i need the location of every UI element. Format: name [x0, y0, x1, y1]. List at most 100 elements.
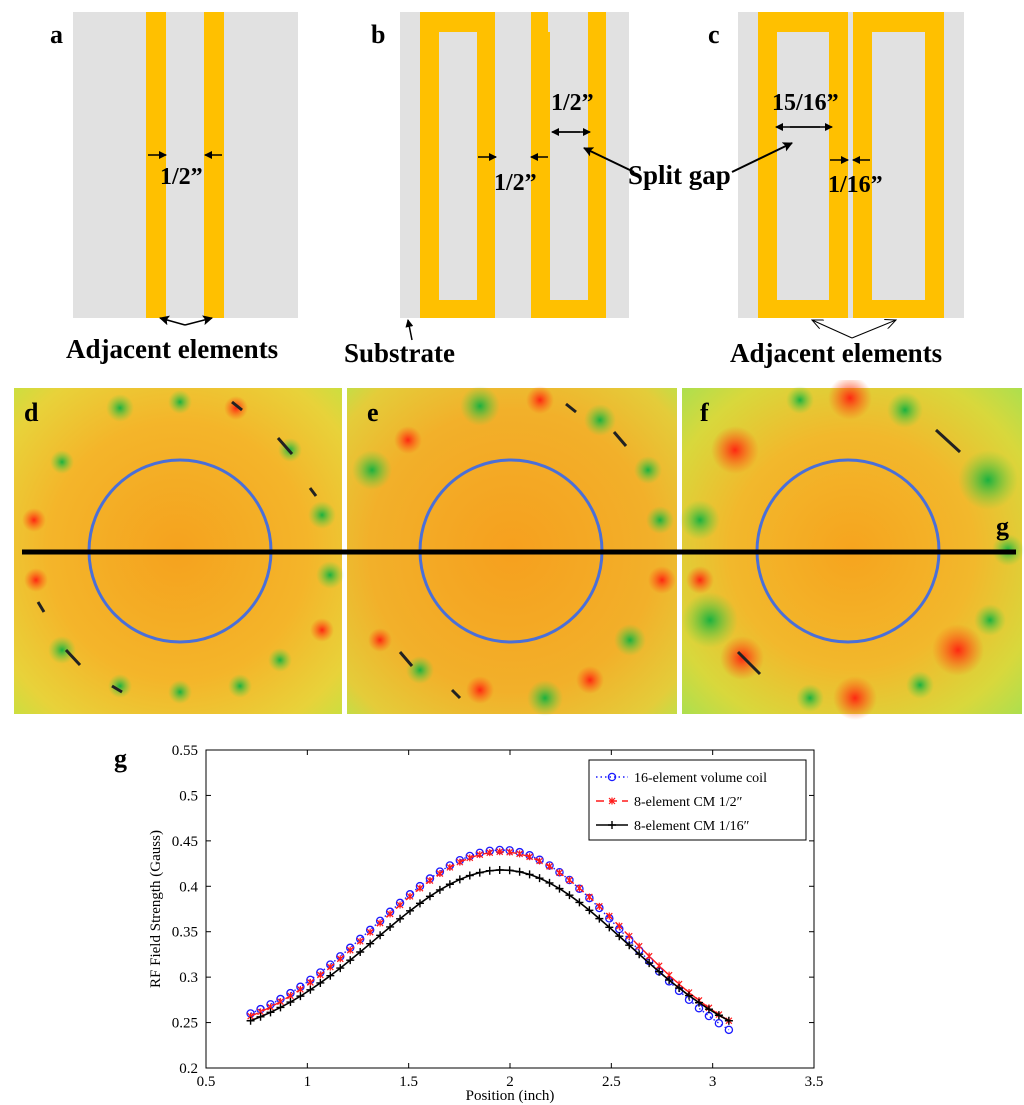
data-point	[526, 853, 534, 861]
data-point	[306, 978, 314, 986]
caption-adjacent-a: Adjacent elements	[66, 334, 279, 364]
y-axis: 0.2 0.25 0.3 0.35 0.4 0.45 0.5 0.55	[172, 743, 814, 1077]
legend: 16-element volume coil 8-element CM 1/2″ 8…	[588, 759, 807, 841]
data-point	[675, 984, 684, 993]
data-point	[326, 971, 335, 980]
data-point	[714, 1019, 724, 1028]
data-point	[595, 914, 604, 923]
y-tick-label: 0.55	[172, 743, 198, 759]
data-point	[465, 871, 474, 880]
x-tick-label: 1.5	[399, 1074, 418, 1090]
data-point	[396, 914, 405, 923]
data-point	[585, 906, 594, 915]
legend-marker	[608, 821, 616, 829]
data-point	[546, 862, 553, 870]
data-point	[386, 922, 395, 931]
data-point	[516, 850, 524, 858]
top-diagrams	[73, 12, 964, 341]
loop-left-b	[420, 12, 495, 318]
series-layer	[246, 845, 734, 1035]
data-point	[555, 884, 564, 893]
data-point	[316, 978, 325, 987]
data-point	[346, 956, 355, 965]
data-point	[556, 869, 563, 877]
split-gap-arrow-b	[583, 147, 635, 173]
field-maps	[14, 380, 1024, 720]
data-point	[645, 952, 653, 960]
x-tick-label: 0.5	[197, 1074, 216, 1090]
data-point	[326, 963, 334, 971]
caption-arrow-left-a	[159, 315, 186, 326]
data-point	[406, 906, 415, 915]
data-point	[694, 998, 703, 1007]
data-point	[506, 848, 514, 856]
data-point	[336, 955, 344, 963]
data-point	[714, 1011, 723, 1020]
data-point	[435, 885, 444, 894]
caption-arrow-right-a	[184, 315, 213, 326]
element-marks-e	[398, 402, 628, 700]
y-axis-label: RF Field Strength (Gauss)	[148, 830, 164, 988]
data-point	[436, 870, 444, 878]
panel-letter-f: f	[700, 398, 709, 427]
panel-letter-e: e	[367, 398, 379, 427]
profile-line-label: g	[996, 512, 1009, 541]
data-point	[635, 942, 643, 950]
data-point	[515, 867, 524, 876]
data-point	[366, 939, 375, 948]
data-point	[605, 923, 614, 932]
data-point	[505, 866, 514, 875]
x-tick-label: 3	[709, 1074, 717, 1090]
element-marks-f	[736, 428, 962, 676]
substrate-arrow-b	[405, 319, 414, 341]
data-point	[585, 893, 593, 901]
data-point	[366, 928, 374, 936]
data-point	[685, 991, 694, 1000]
data-point	[475, 868, 484, 877]
data-point	[525, 870, 534, 879]
data-point	[266, 1008, 275, 1017]
panel-a-diagram	[73, 12, 298, 326]
data-point	[426, 877, 434, 885]
data-point	[306, 985, 315, 994]
data-point	[565, 891, 574, 900]
split-gap-b	[548, 12, 588, 32]
dim-label-a: 1/2”	[160, 164, 203, 190]
between-label-b: 1/2”	[494, 170, 537, 196]
legend-entry: 8-element CM 1/16″	[634, 819, 750, 834]
y-tick-label: 0.4	[179, 879, 198, 895]
data-point	[536, 857, 543, 865]
data-point	[246, 1016, 255, 1025]
x-tick-label: 1	[304, 1074, 312, 1090]
substrate-a	[73, 12, 298, 318]
panel-letter-d: d	[24, 398, 39, 427]
data-point	[386, 910, 394, 918]
legend-entry: 8-element CM 1/2″	[634, 795, 743, 810]
x-axis-label: Position (inch)	[466, 1088, 555, 1104]
y-tick-label: 0.3	[179, 970, 198, 986]
data-point	[425, 892, 434, 901]
loop-right-b	[531, 12, 606, 318]
data-point	[416, 884, 424, 892]
caption-substrate: Substrate	[344, 338, 456, 368]
data-point	[316, 971, 324, 979]
data-point	[256, 1012, 265, 1021]
data-point	[575, 898, 584, 907]
gap-label-b: 1/2”	[551, 90, 594, 116]
y-tick-label: 0.5	[179, 788, 198, 804]
y-tick-label: 0.25	[172, 1016, 198, 1032]
data-point	[655, 967, 664, 976]
data-point	[625, 932, 633, 940]
data-point	[346, 946, 354, 954]
data-point	[535, 874, 544, 883]
data-point	[356, 948, 365, 957]
data-point	[486, 849, 494, 857]
data-point	[296, 985, 304, 993]
data-point	[376, 931, 385, 940]
data-point	[545, 878, 554, 887]
data-point	[376, 919, 384, 927]
legend-box	[588, 759, 807, 841]
field-spots-e	[352, 386, 676, 716]
data-point	[406, 892, 414, 900]
data-point	[336, 964, 345, 973]
